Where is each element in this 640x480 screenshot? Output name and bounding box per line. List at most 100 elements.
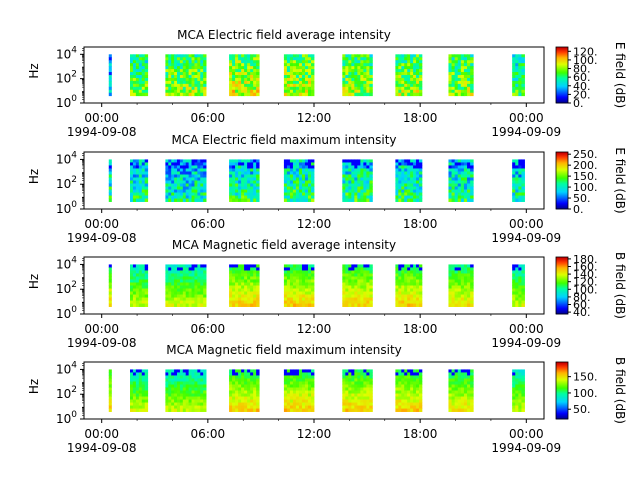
colorbar-segment: [556, 95, 568, 97]
colorbar-segment: [556, 263, 568, 265]
spectrogram-cell: [283, 402, 288, 406]
spectrogram-cell: [144, 390, 149, 394]
spectrogram-cell: [401, 92, 405, 97]
spectrogram-cell: [301, 174, 306, 178]
spectrogram-cell: [244, 162, 248, 166]
spectrogram-cell: [235, 264, 239, 268]
colorbar-segment: [556, 62, 568, 65]
spectrogram-cell: [515, 63, 519, 67]
spectrogram-cell: [289, 72, 294, 76]
spectrogram-cell: [404, 77, 408, 82]
spectrogram-cell: [407, 77, 411, 82]
spectrogram-cell: [232, 66, 236, 70]
spectrogram-cell: [235, 294, 239, 298]
spectrogram-cell: [345, 189, 349, 193]
spectrogram-cell: [292, 69, 297, 73]
spectrogram-cell: [191, 273, 195, 277]
spectrogram-cell: [395, 186, 399, 190]
spectrogram-cell: [460, 168, 465, 172]
spectrogram-cell: [132, 402, 137, 406]
spectrogram-cell: [191, 381, 195, 385]
spectrogram-cell: [304, 159, 309, 163]
spectrogram-cell: [130, 399, 134, 403]
spectrogram-cell: [188, 294, 192, 298]
spectrogram-cell: [250, 297, 254, 301]
spectrogram-cell: [395, 297, 399, 301]
spectrogram-cell: [401, 393, 405, 397]
spectrogram-cell: [108, 270, 112, 274]
spectrogram-cell: [200, 180, 204, 184]
spectrogram-cell: [298, 192, 303, 196]
spectrogram-cell: [518, 372, 522, 376]
spectrogram-cell: [292, 369, 297, 373]
spectrogram-cell: [229, 180, 233, 184]
spectrogram-cell: [345, 276, 349, 280]
spectrogram-cell: [357, 402, 361, 406]
spectrogram-cell: [174, 378, 178, 382]
spectrogram-cell: [457, 60, 462, 64]
spectrogram-cell: [168, 83, 172, 88]
spectrogram-cell: [301, 83, 306, 88]
spectrogram-cell: [307, 174, 312, 178]
spectrogram-cell: [235, 177, 239, 181]
spectrogram-cell: [244, 86, 248, 91]
spectrogram-cell: [247, 92, 251, 97]
spectrogram-cell: [138, 303, 143, 307]
colorbar-segment: [556, 261, 568, 264]
spectrogram-cell: [247, 177, 251, 181]
y-tick-label: 102: [56, 385, 77, 401]
colorbar-tick-label: 150.: [573, 371, 598, 384]
spectrogram-cell: [174, 384, 178, 388]
spectrogram-cell: [141, 276, 146, 280]
spectrogram-cell: [418, 77, 423, 82]
spectrogram-cell: [256, 159, 260, 163]
spectrogram-cell: [416, 375, 420, 379]
spectrogram-cell: [179, 405, 184, 409]
spectrogram-cell: [256, 186, 260, 190]
spectrogram-cell: [360, 369, 364, 373]
colorbar-segment: [556, 283, 568, 285]
spectrogram-cell: [250, 300, 254, 304]
spectrogram-cell: [194, 80, 198, 85]
spectrogram-cell: [286, 180, 291, 184]
spectrogram-cell: [401, 396, 405, 400]
spectrogram-cell: [413, 264, 417, 268]
spectrogram-cell: [197, 285, 201, 289]
spectrogram-cell: [363, 372, 367, 376]
spectrogram-cell: [413, 384, 417, 388]
spectrogram-cell: [401, 267, 405, 271]
spectrogram-cell: [174, 60, 178, 64]
spectrogram-cell: [130, 396, 134, 400]
spectrogram-cell: [235, 303, 239, 307]
spectrogram-cell: [369, 195, 373, 199]
spectrogram-cell: [404, 80, 408, 85]
colorbar-segment: [556, 257, 568, 259]
spectrogram-cell: [395, 183, 399, 187]
spectrogram-cell: [398, 297, 402, 301]
spectrogram-cell: [354, 198, 358, 202]
spectrogram-cell: [413, 387, 417, 391]
spectrogram-cell: [345, 375, 349, 379]
spectrogram-cell: [200, 264, 204, 268]
spectrogram-cell: [354, 174, 358, 178]
spectrogram-cell: [174, 57, 178, 61]
spectrogram-cell: [418, 66, 423, 70]
spectrogram-cell: [256, 384, 260, 388]
spectrogram-cell: [457, 405, 462, 409]
spectrogram-cell: [310, 165, 315, 169]
spectrogram-cell: [301, 294, 306, 298]
colorbar-segment: [556, 296, 568, 299]
spectrogram-cell: [130, 171, 134, 175]
spectrogram-cell: [138, 198, 143, 202]
spectrogram-cell: [354, 63, 358, 67]
spectrogram-cell: [457, 270, 462, 274]
spectrogram-cell: [454, 183, 459, 187]
spectrogram-cell: [307, 183, 312, 187]
spectrogram-cell: [366, 83, 370, 88]
spectrogram-cell: [289, 285, 294, 289]
spectrogram-cell: [171, 372, 175, 376]
spectrogram-cell: [404, 264, 408, 268]
spectrogram-cell: [470, 75, 474, 79]
spectrogram-cell: [203, 86, 207, 91]
spectrogram-cell: [369, 267, 373, 271]
